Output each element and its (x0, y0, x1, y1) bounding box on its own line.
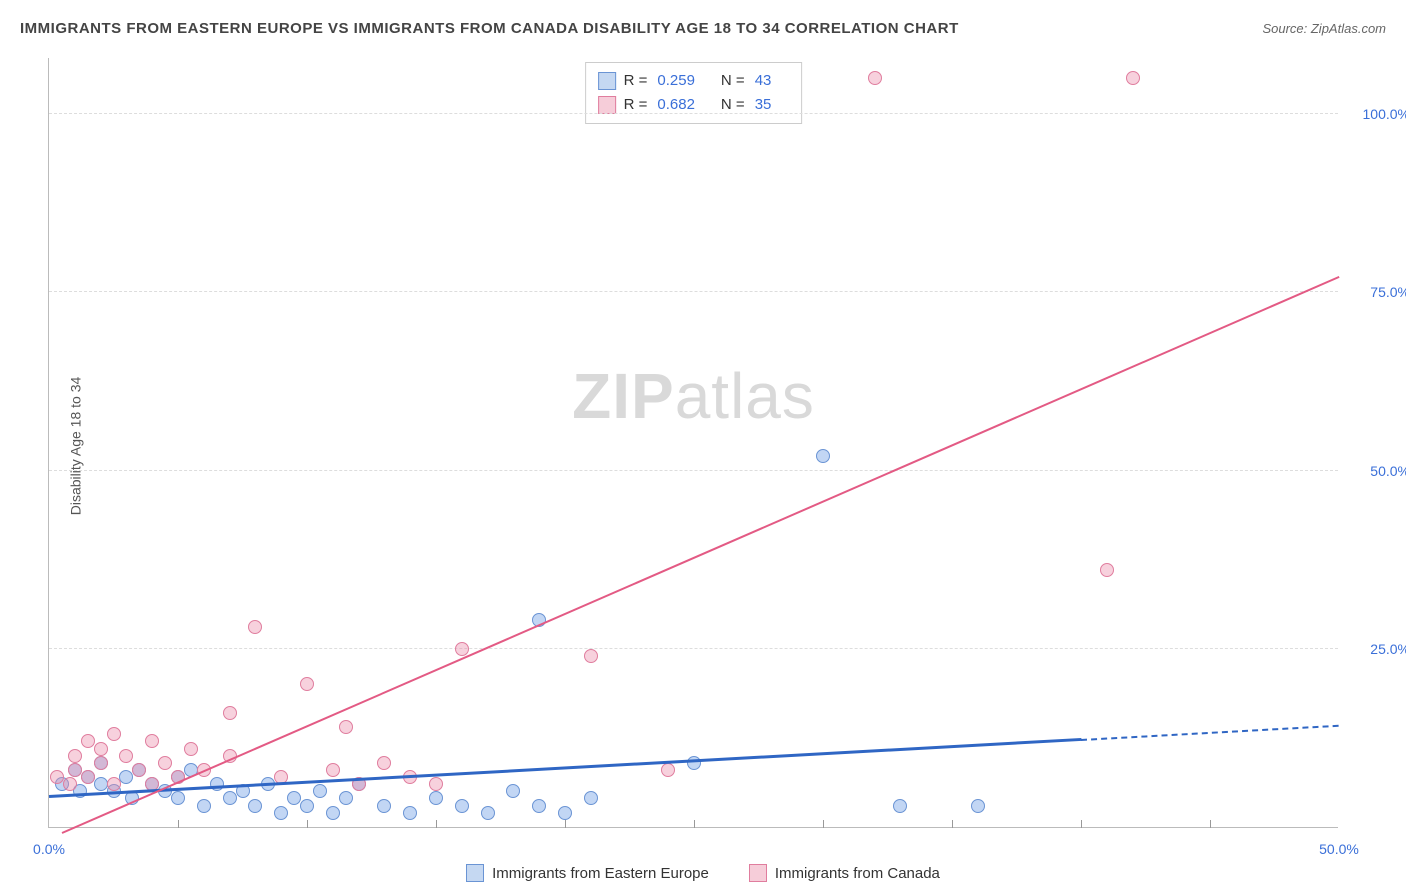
scatter-point (274, 806, 288, 820)
scatter-point (158, 756, 172, 770)
scatter-point (377, 756, 391, 770)
scatter-point (145, 734, 159, 748)
scatter-point (171, 791, 185, 805)
scatter-point (339, 791, 353, 805)
watermark: ZIPatlas (572, 359, 815, 433)
scatter-point (558, 806, 572, 820)
legend-n-value: 43 (755, 69, 772, 93)
scatter-point (119, 749, 133, 763)
scatter-point (971, 799, 985, 813)
scatter-point (1126, 71, 1140, 85)
correlation-legend: R =0.259N =43R =0.682N =35 (585, 62, 803, 124)
x-tick (178, 820, 179, 828)
scatter-point (68, 763, 82, 777)
scatter-point (506, 784, 520, 798)
legend-label: Immigrants from Canada (775, 865, 940, 882)
scatter-point (223, 791, 237, 805)
y-tick-label: 50.0% (1350, 463, 1406, 479)
scatter-point (94, 777, 108, 791)
scatter-point (868, 71, 882, 85)
scatter-point (687, 756, 701, 770)
scatter-point (248, 799, 262, 813)
y-tick-label: 25.0% (1350, 641, 1406, 657)
scatter-point (81, 734, 95, 748)
legend-swatch (598, 96, 616, 114)
scatter-point (300, 799, 314, 813)
scatter-point (1100, 563, 1114, 577)
legend-n-label: N = (721, 69, 745, 93)
scatter-point (893, 799, 907, 813)
scatter-point (481, 806, 495, 820)
legend-item: Immigrants from Eastern Europe (466, 864, 709, 882)
scatter-point (50, 770, 64, 784)
y-tick-label: 75.0% (1350, 284, 1406, 300)
x-tick (1210, 820, 1211, 828)
legend-item: Immigrants from Canada (749, 864, 940, 882)
scatter-point (661, 763, 675, 777)
scatter-point (210, 777, 224, 791)
scatter-point (584, 791, 598, 805)
scatter-point (248, 620, 262, 634)
scatter-point (119, 770, 133, 784)
legend-swatch (598, 72, 616, 90)
scatter-point (377, 799, 391, 813)
x-tick (436, 820, 437, 828)
x-tick (307, 820, 308, 828)
x-tick (565, 820, 566, 828)
scatter-point (429, 791, 443, 805)
scatter-point (81, 770, 95, 784)
chart-title: IMMIGRANTS FROM EASTERN EUROPE VS IMMIGR… (20, 20, 959, 37)
x-tick (694, 820, 695, 828)
scatter-point (455, 642, 469, 656)
series-legend: Immigrants from Eastern Europe Immigrants… (0, 864, 1406, 882)
gridline-h (49, 113, 1338, 114)
scatter-point (326, 763, 340, 777)
scatter-point (339, 720, 353, 734)
legend-swatch (749, 864, 767, 882)
trendline-extension (1081, 725, 1339, 741)
trendline (61, 276, 1339, 834)
scatter-point (107, 727, 121, 741)
scatter-point (132, 763, 146, 777)
scatter-point (532, 799, 546, 813)
scatter-point (68, 749, 82, 763)
legend-row: R = 0.259 N = 43 (598, 69, 790, 93)
scatter-point (94, 742, 108, 756)
scatter-point (313, 784, 327, 798)
scatter-point (816, 449, 830, 463)
legend-swatch (466, 864, 484, 882)
scatter-point (107, 777, 121, 791)
legend-r-value: 0.259 (657, 69, 695, 93)
y-tick-label: 100.0% (1350, 106, 1406, 122)
scatter-point (63, 777, 77, 791)
scatter-point (326, 806, 340, 820)
legend-label: Immigrants from Eastern Europe (492, 865, 709, 882)
x-tick (952, 820, 953, 828)
scatter-point (197, 799, 211, 813)
x-tick-label: 50.0% (1319, 841, 1359, 857)
gridline-h (49, 470, 1338, 471)
gridline-h (49, 648, 1338, 649)
scatter-point (455, 799, 469, 813)
scatter-point (94, 756, 108, 770)
legend-r-label: R = (624, 69, 648, 93)
scatter-point (287, 791, 301, 805)
scatter-point (300, 677, 314, 691)
scatter-point (223, 706, 237, 720)
gridline-h (49, 291, 1338, 292)
scatter-point (403, 806, 417, 820)
scatter-point (429, 777, 443, 791)
scatter-point (584, 649, 598, 663)
title-bar: IMMIGRANTS FROM EASTERN EUROPE VS IMMIGR… (20, 20, 1386, 37)
x-tick (1081, 820, 1082, 828)
plot-area: ZIPatlas R =0.259N =43R =0.682N =35 25.0… (48, 58, 1338, 828)
x-tick (823, 820, 824, 828)
source-attribution: Source: ZipAtlas.com (1262, 21, 1386, 36)
x-tick-label: 0.0% (33, 841, 65, 857)
scatter-point (184, 742, 198, 756)
